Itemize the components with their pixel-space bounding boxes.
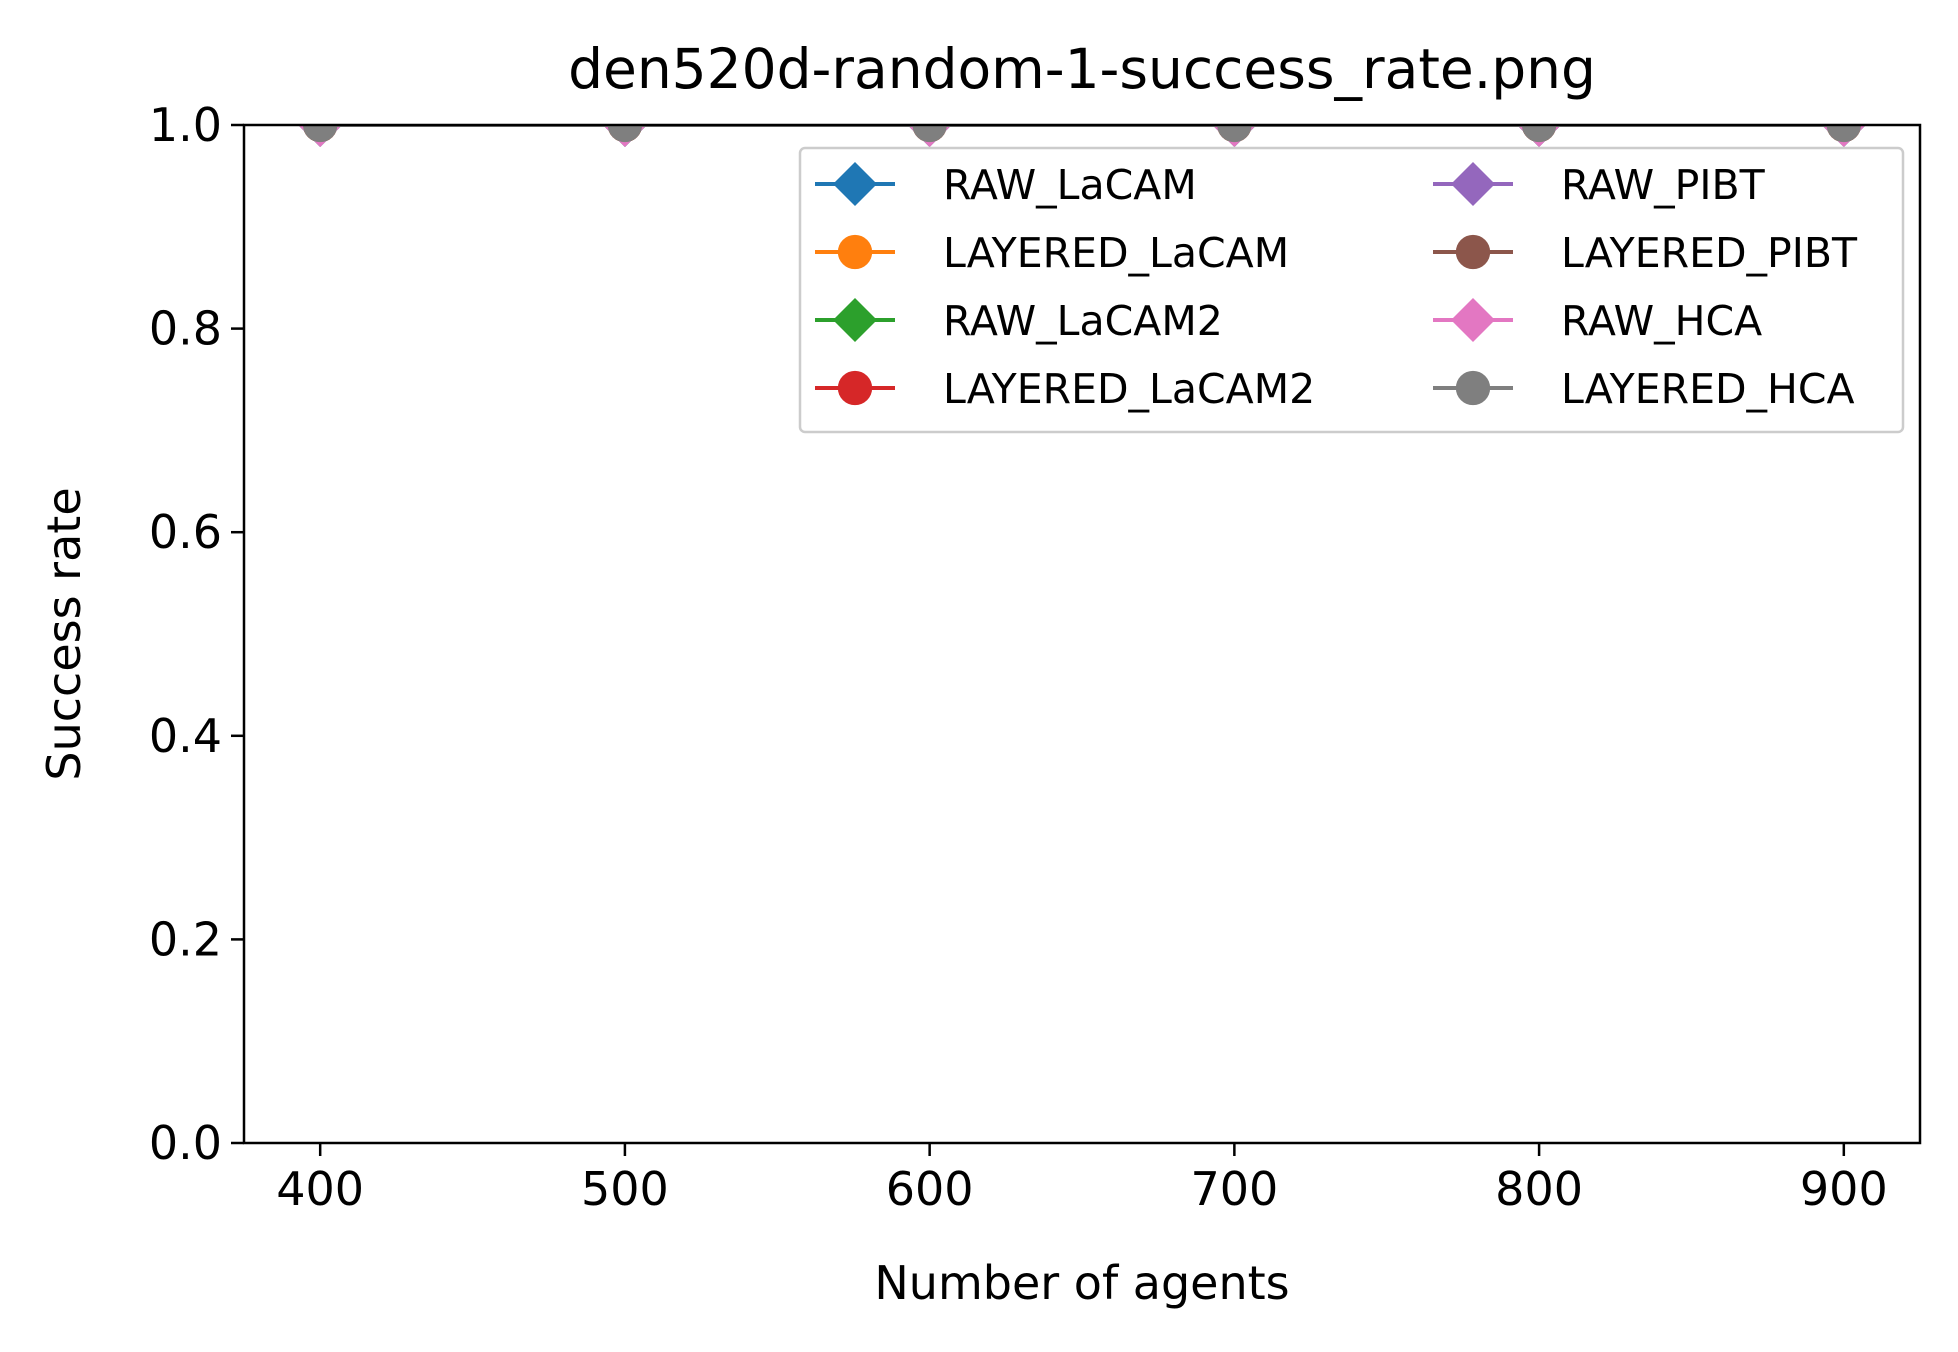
legend-item-layered-lacam2: LAYERED_LaCAM2: [815, 365, 1315, 413]
data-point: [912, 125, 947, 143]
legend-marker: [1455, 370, 1491, 406]
legend-frame: [798, 146, 1905, 434]
legend-label: RAW_PIBT: [1561, 161, 1766, 209]
legend-marker: [833, 298, 877, 342]
legend-marker: [837, 370, 873, 406]
legend-item-layered-hca: LAYERED_HCA: [1433, 365, 1855, 413]
data-point: [1521, 125, 1557, 143]
y-tick-label: 1.0: [149, 98, 222, 152]
legend-label: LAYERED_HCA: [1561, 365, 1855, 413]
data-point: [1826, 125, 1861, 143]
legend-item-raw-lacam2: RAW_LaCAM2: [815, 297, 1223, 345]
x-tick-label: 800: [1495, 1162, 1583, 1216]
legend-item-raw-hca: RAW_HCA: [1433, 297, 1762, 345]
y-tick-label: 0.8: [149, 302, 222, 356]
legend-label: RAW_HCA: [1561, 297, 1762, 345]
legend-item-layered-lacam: LAYERED_LaCAM: [815, 229, 1289, 277]
plot-frame: [242, 123, 1922, 1145]
x-axis: 400 500 600 700 800 900: [276, 1143, 1888, 1216]
legend-label: LAYERED_LaCAM: [943, 229, 1289, 277]
y-tick-label: 0.0: [149, 1116, 222, 1170]
x-tick-label: 600: [886, 1162, 974, 1216]
x-axis-label: Number of agents: [874, 1256, 1289, 1310]
legend-marker: [833, 162, 877, 206]
y-tick-label: 0.6: [149, 505, 222, 559]
legend-item-raw-lacam: RAW_LaCAM: [815, 161, 1197, 209]
x-tick-label: 400: [276, 1162, 364, 1216]
legend-label: RAW_LaCAM2: [943, 297, 1223, 345]
legend-marker: [837, 234, 873, 270]
x-tick-label: 900: [1800, 1162, 1888, 1216]
y-axis: 0.0 0.2 0.4 0.6 0.8 1.0: [149, 98, 244, 1170]
legend-marker: [1455, 234, 1491, 270]
data-point: [607, 125, 643, 143]
legend-marker: [1451, 298, 1495, 342]
legend-label: RAW_LaCAM: [943, 161, 1197, 209]
legend: RAW_LaCAM LAYERED_LaCAM RAW_LaCAM2 LAYERED_…: [798, 146, 1905, 434]
y-tick-label: 0.2: [149, 912, 222, 966]
data-point: [1217, 125, 1252, 143]
series-layer: [298, 125, 1866, 147]
legend-item-raw-pibt: RAW_PIBT: [1433, 161, 1766, 209]
series-layered-hca: [303, 125, 1861, 143]
x-tick-label: 500: [581, 1162, 669, 1216]
legend-marker: [1451, 162, 1495, 206]
y-axis-label: Success rate: [37, 487, 91, 780]
data-point: [303, 125, 338, 143]
legend-item-layered-pibt: LAYERED_PIBT: [1433, 229, 1858, 277]
chart-title: den520d-random-1-success_rate.png: [568, 37, 1596, 101]
x-tick-label: 700: [1190, 1162, 1278, 1216]
legend-label: LAYERED_LaCAM2: [943, 365, 1315, 413]
y-tick-label: 0.4: [149, 709, 222, 763]
legend-label: LAYERED_PIBT: [1561, 229, 1858, 277]
